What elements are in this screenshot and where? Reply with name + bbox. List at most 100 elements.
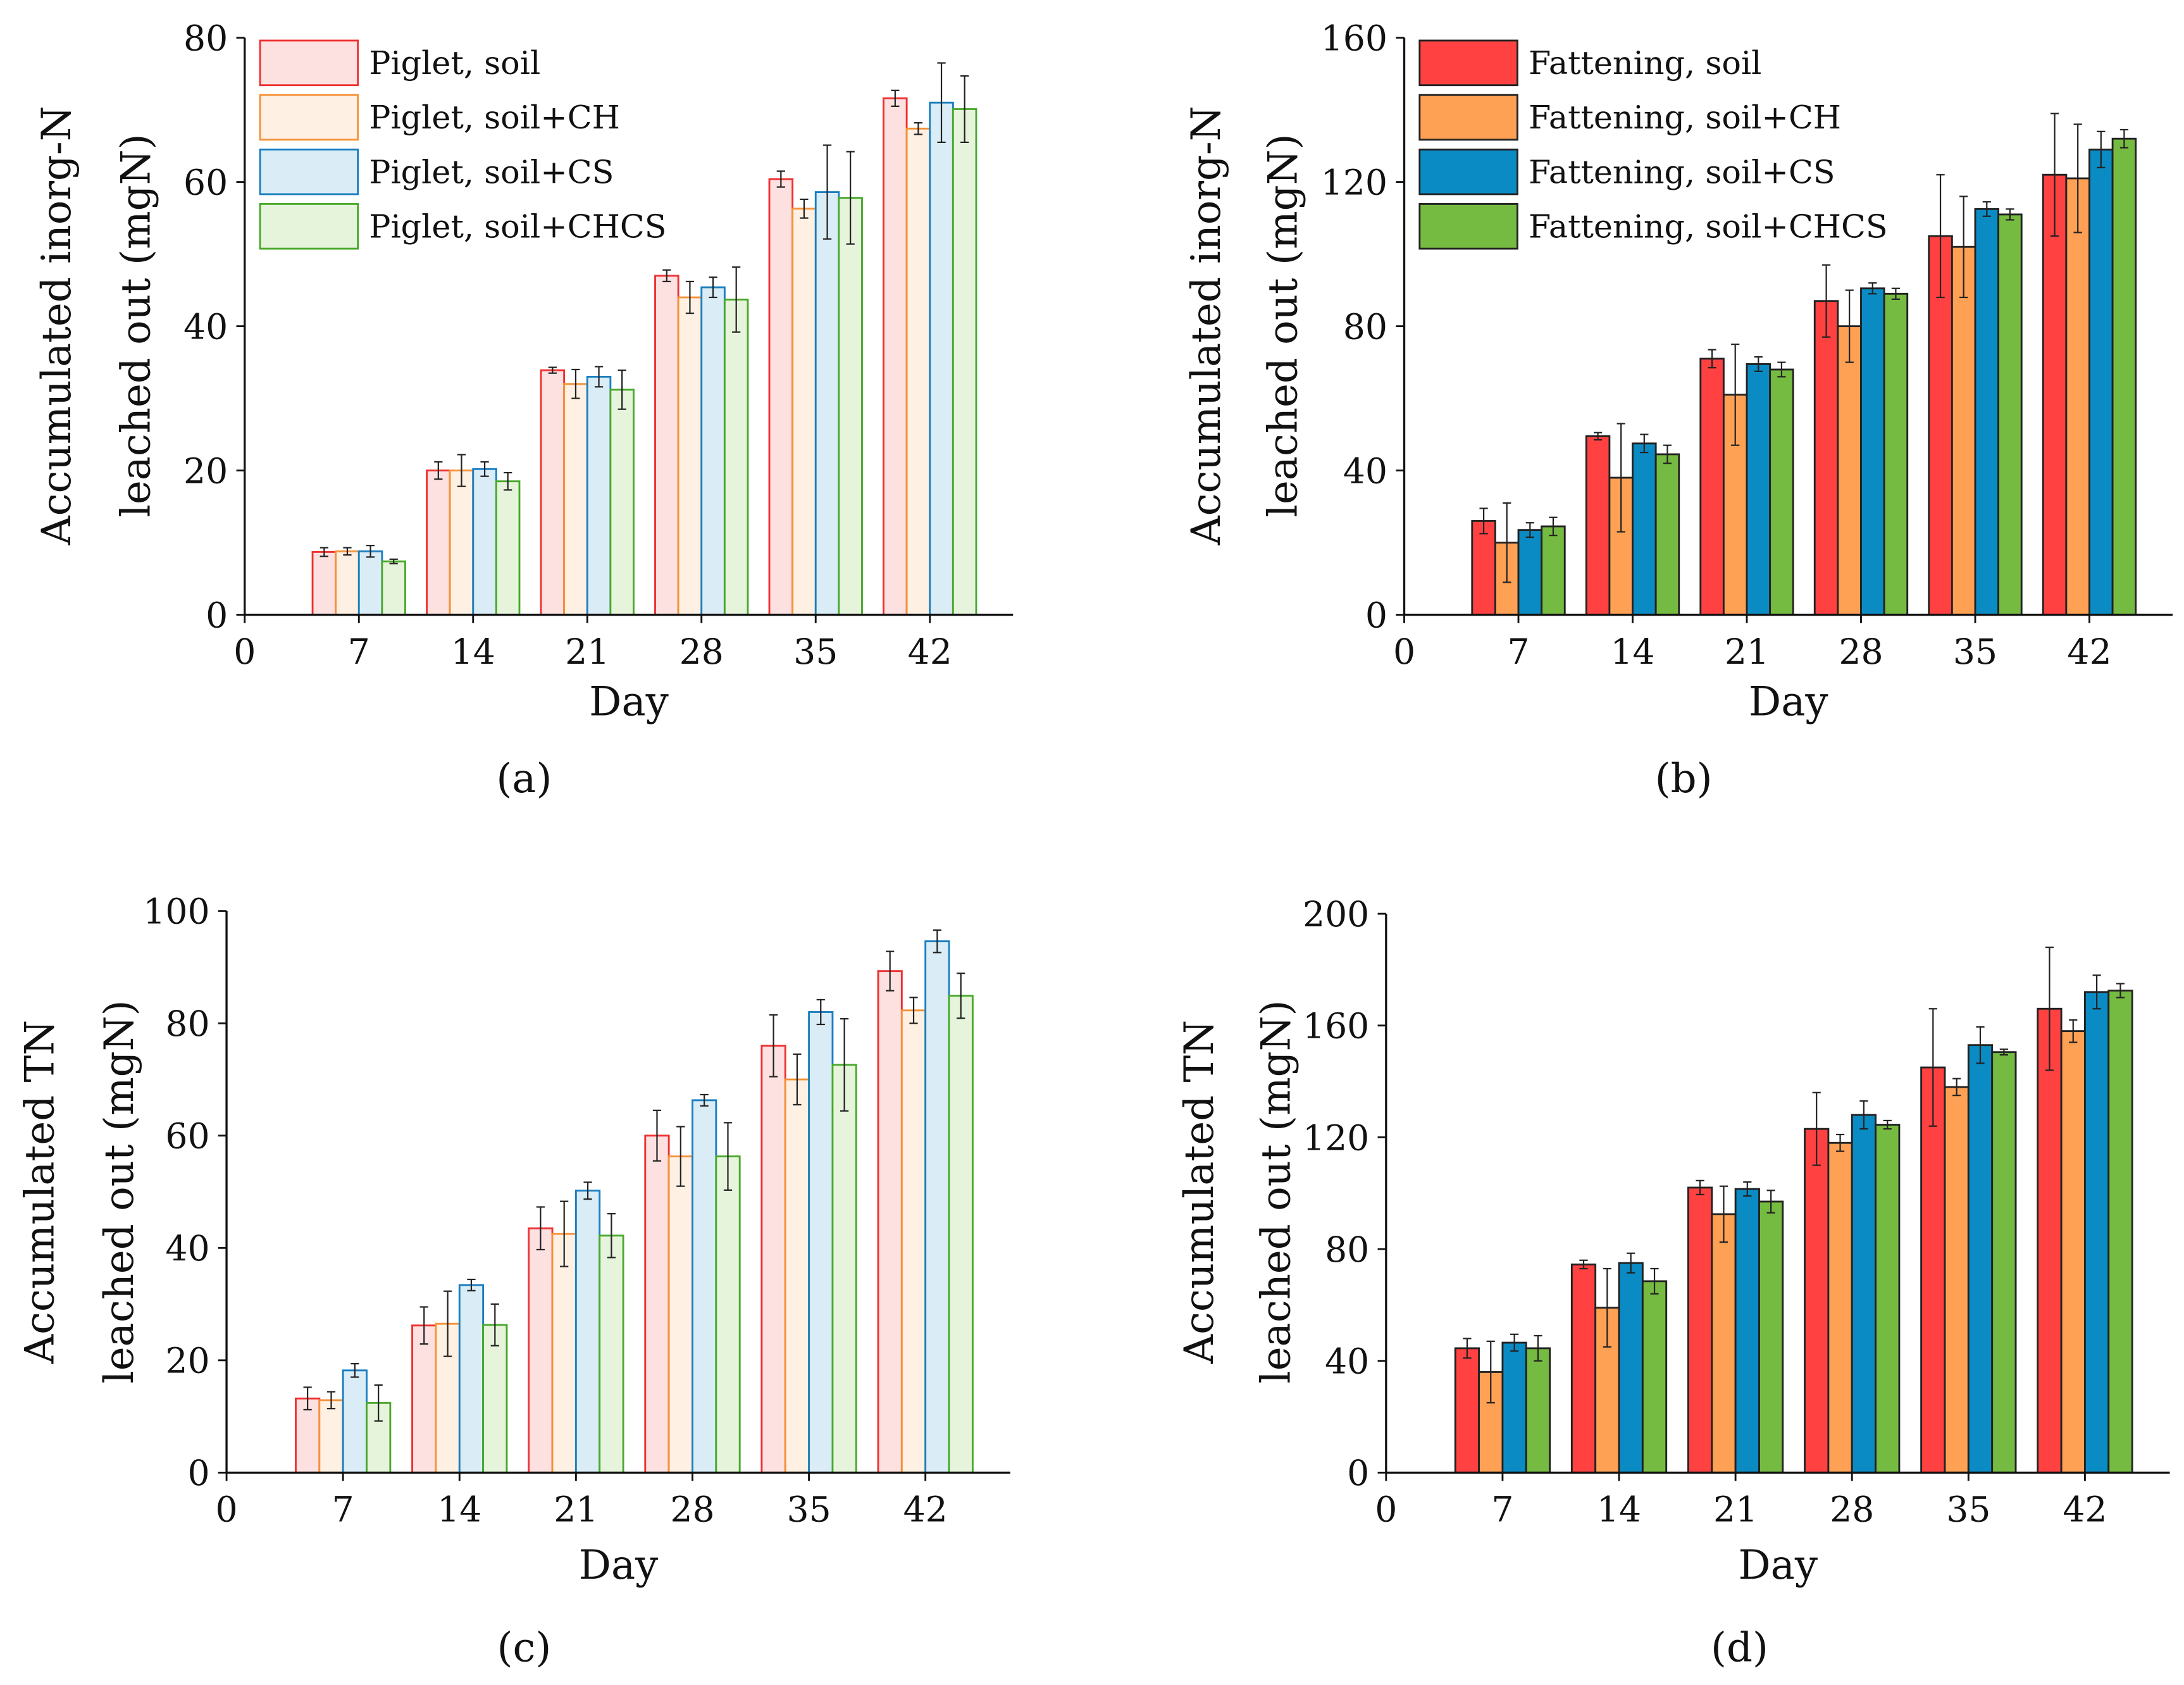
x-axis-label: Day [1738,1542,1818,1589]
bar [381,560,406,616]
error-bar [1731,343,1740,446]
legend-label: Fattening, soil [1529,44,1761,82]
bar [2042,173,2068,616]
y-tick-label: 160 [1321,18,1387,59]
bar [877,970,903,1474]
error-bar [1696,1179,1704,1196]
x-tick-label: 21 [1725,632,1769,673]
bar [311,550,337,616]
x-tick-label: 7 [348,632,370,673]
bar [1471,519,1496,616]
bar [449,469,475,616]
x-tick-label: 42 [908,632,952,673]
bar [495,480,521,616]
y-axis-label: Accumulated inorg-N [34,106,80,545]
x-tick-label: 0 [1393,632,1415,673]
legend: Fattening, soil Fattening, soil+CH Fatteni… [1418,39,1888,250]
legend: Piglet, soil Piglet, soil+CH Piglet, soil+… [259,39,666,250]
error-bar [1883,1119,1892,1130]
y-tick-label: 80 [1343,307,1387,347]
error-bar [2050,113,2059,237]
bar [1632,442,1657,616]
legend-swatch [259,94,359,141]
bar [563,383,588,616]
error-bar [548,366,557,374]
error-bar [822,144,832,240]
legend-label: Fattening, soil+CHCS [1529,208,1888,245]
bar [929,101,954,616]
error-bar [504,471,512,491]
chart-panel-b: 0 7 14 21 28 35 42 0 40 80 120 160 Day Accumulated in… [1183,18,2173,802]
legend-label: Piglet, soil+CH [369,99,620,136]
x-axis-label: Day [1749,679,1828,726]
y-tick-label: 160 [1303,1007,1369,1047]
error-bar [800,198,809,219]
bar [472,468,497,616]
error-bar [1859,1100,1868,1130]
bar [426,469,451,616]
bar [654,275,679,616]
error-bar [685,280,695,314]
bar [808,1011,834,1474]
bar [1769,368,1794,616]
error-bar [2069,1019,2078,1043]
error-bar [846,151,855,245]
x-tick-label: 28 [670,1490,714,1531]
error-bar [960,75,969,144]
x-tick-label: 35 [1946,1490,1990,1531]
error-bar [443,1290,452,1357]
error-bar [1835,1133,1845,1152]
bar [357,550,383,616]
bar [2065,177,2090,616]
panel-label: (a) [496,755,552,802]
bar [883,97,908,616]
error-bar [2006,208,2014,221]
error-bar [2116,983,2125,998]
x-tick-label: 14 [1597,1490,1641,1531]
bar [1517,529,1543,616]
bar [924,940,950,1474]
bar [700,286,726,616]
bar [1804,1128,1830,1474]
error-bar [1579,1259,1588,1270]
bar [1699,358,1725,616]
y-tick-label: 40 [183,307,228,347]
error-bar [2092,974,2101,1010]
error-bar [351,1363,359,1378]
bar [411,1324,437,1474]
x-axis-label: Day [579,1542,659,1589]
x-tick-label: 7 [1491,1490,1513,1531]
error-bar [909,997,918,1024]
legend-label: Piglet, soil+CS [369,153,614,190]
y-tick-label: 80 [183,18,228,59]
error-bar [434,461,443,480]
x-tick-label: 21 [554,1490,598,1531]
y-tick-label: 40 [165,1229,209,1269]
error-bar [937,62,946,144]
y-axis-label: leached out (mgN) [1260,134,1306,517]
error-bar [676,1126,685,1187]
error-bar [617,370,626,410]
x-tick-label: 0 [216,1490,238,1531]
y-tick-label: 120 [1303,1118,1369,1159]
error-bar [457,454,466,487]
bar [814,191,840,616]
error-bar [303,1386,312,1411]
chart-panel-a: 0 7 14 21 28 35 42 0 20 40 60 80 Day Accumulated inor… [34,18,1014,802]
bar [677,296,703,616]
error-bar [1549,516,1558,537]
bar [599,1234,624,1474]
bar [1525,1347,1551,1474]
y-tick-label: 60 [183,163,228,203]
error-bar [709,276,717,299]
error-bar [652,1109,662,1162]
bar [1541,525,1566,616]
bar [1746,363,1771,616]
error-bar [1959,196,1968,299]
x-tick-label: 14 [451,632,495,673]
x-axis-label: Day [589,679,669,726]
x-tick-label: 21 [565,632,609,673]
x-tick-label: 14 [1610,632,1654,673]
error-bar [1999,1048,2008,1056]
legend-swatch [1418,202,1518,250]
